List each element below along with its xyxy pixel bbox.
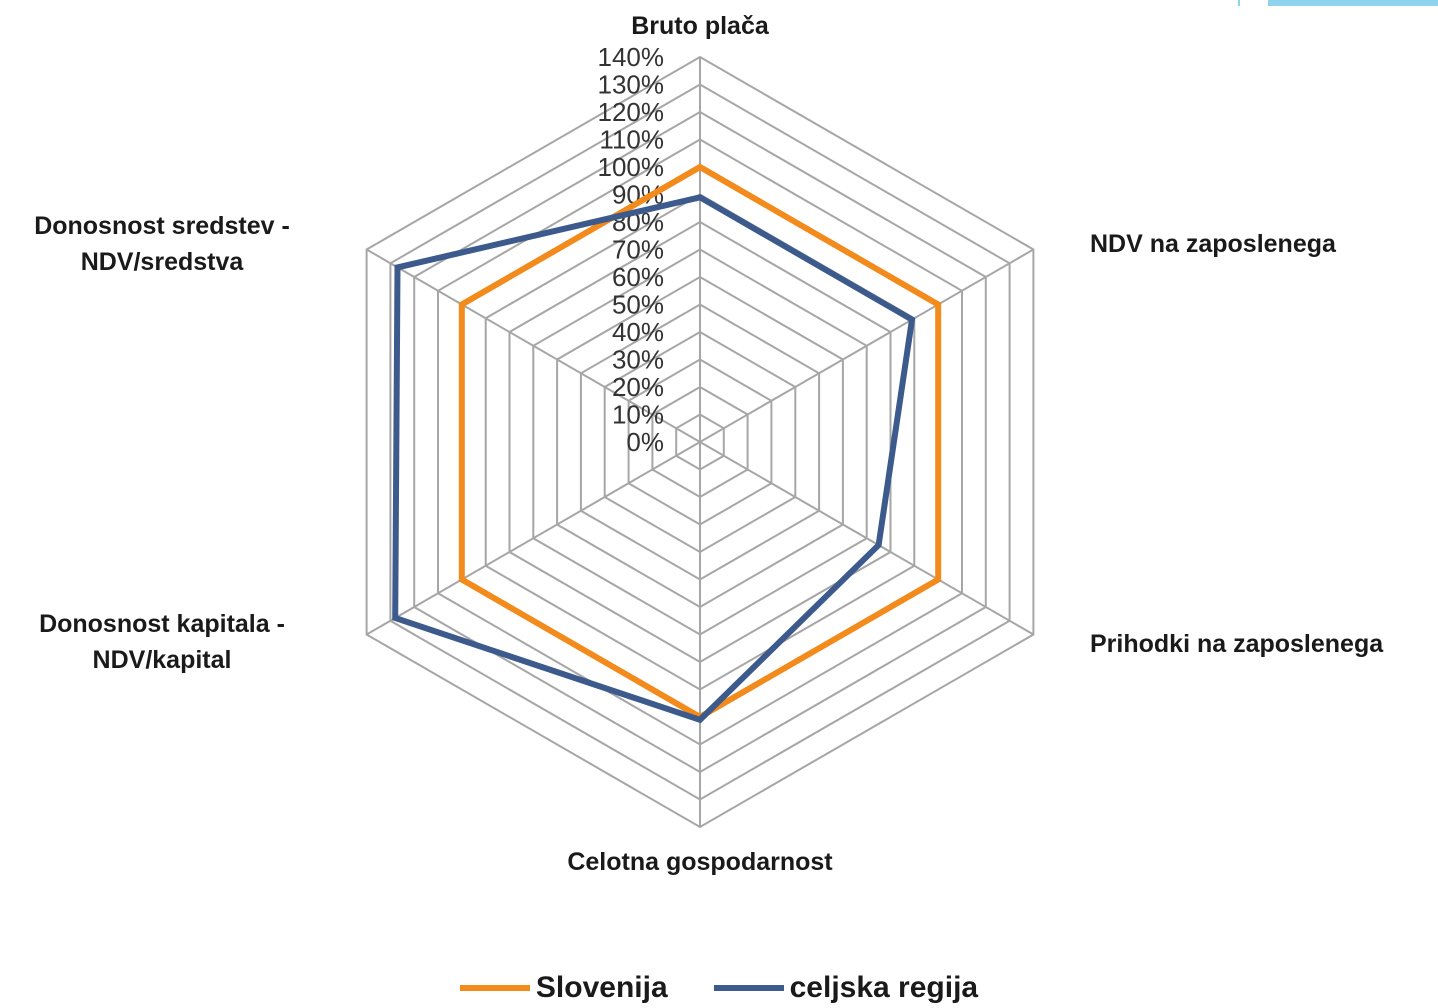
spoke-1: [699, 248, 1034, 443]
tick-label-14: 140%: [598, 42, 665, 72]
category-label-0: Bruto plača: [631, 12, 770, 40]
corner-decoration-line: [1238, 0, 1240, 6]
category-label-1: NDV na zaposlenega: [1090, 230, 1337, 258]
series-layer: [392, 163, 942, 724]
category-labels: Bruto plača NDV na zaposlenega Prihodki na…: [34, 12, 1384, 876]
tick-label-0: 0%: [626, 427, 664, 457]
spoke-5: [366, 248, 701, 443]
legend-swatch-celjska-regija: [713, 985, 784, 991]
tick-label-6: 60%: [612, 262, 664, 292]
tick-label-3: 30%: [612, 345, 664, 375]
tick-label-5: 50%: [612, 290, 664, 320]
legend-label-slovenija: Slovenija: [535, 971, 668, 1004]
tick-label-13: 130%: [598, 70, 665, 100]
category-label-4: Donosnost kapitala -NDV/kapital: [39, 610, 285, 674]
legend-swatch-slovenija: [459, 985, 530, 991]
category-label-5: Donosnost sredstev -NDV/sredstva: [34, 212, 290, 276]
legend-item-slovenija: Slovenija: [459, 971, 668, 1005]
series-line-celjska-regija: [392, 194, 916, 724]
category-label-2: Prihodki na zaposlenega: [1090, 630, 1384, 658]
tick-label-2: 20%: [612, 372, 664, 402]
tick-label-10: 100%: [598, 152, 665, 182]
spoke-4: [366, 441, 701, 636]
tick-label-4: 40%: [612, 317, 664, 347]
tick-labels: 0%10%20%30%40%50%60%70%80%90%100%110%120…: [598, 42, 665, 457]
corner-decoration-bar: [1268, 0, 1438, 6]
tick-label-7: 70%: [612, 235, 664, 265]
category-label-3: Celotna gospodarnost: [567, 848, 833, 876]
tick-label-12: 120%: [598, 97, 665, 127]
tick-label-11: 110%: [599, 125, 664, 155]
legend: Slovenija celjska regija: [0, 968, 1438, 1008]
grid-layer: [365, 55, 1035, 829]
tick-label-1: 10%: [612, 400, 664, 430]
radar-chart: 0%10%20%30%40%50%60%70%80%90%100%110%120…: [34, 12, 1384, 876]
spoke-2: [699, 441, 1034, 636]
legend-item-celjska-regija: celjska regija: [713, 971, 979, 1005]
legend-label-celjska-regija: celjska regija: [789, 971, 979, 1004]
